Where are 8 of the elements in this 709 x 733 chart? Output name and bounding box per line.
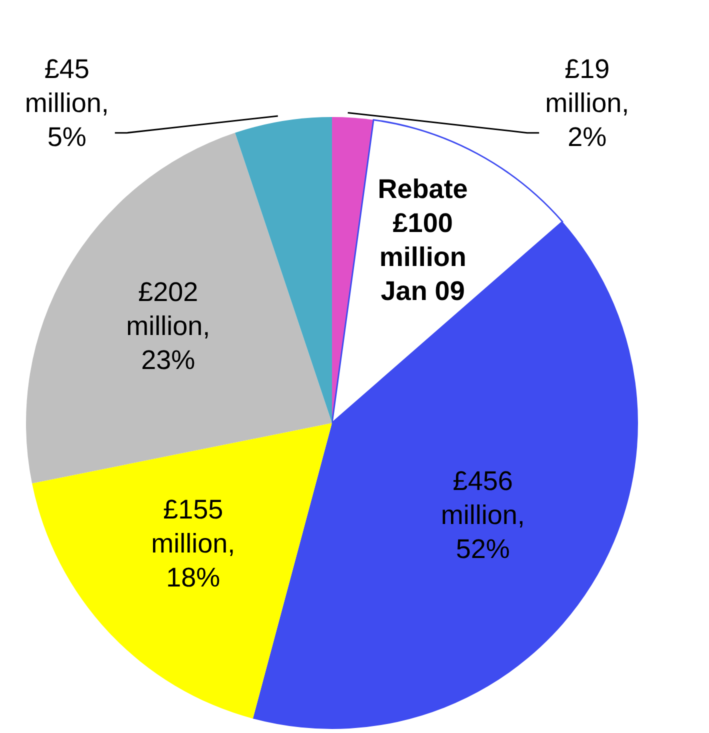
data-label: £155 million, 18%	[151, 494, 236, 593]
pie-slice	[32, 423, 332, 719]
data-label: Rebate £100 million Jan 09	[378, 174, 468, 306]
text: £456 million, 52%	[440, 466, 525, 564]
data-label: £19 million, 2%	[545, 54, 630, 152]
data-label: £45 million, 5%	[24, 54, 109, 152]
pie-slice	[235, 117, 332, 423]
data-label: £202 million, 23%	[126, 277, 210, 376]
